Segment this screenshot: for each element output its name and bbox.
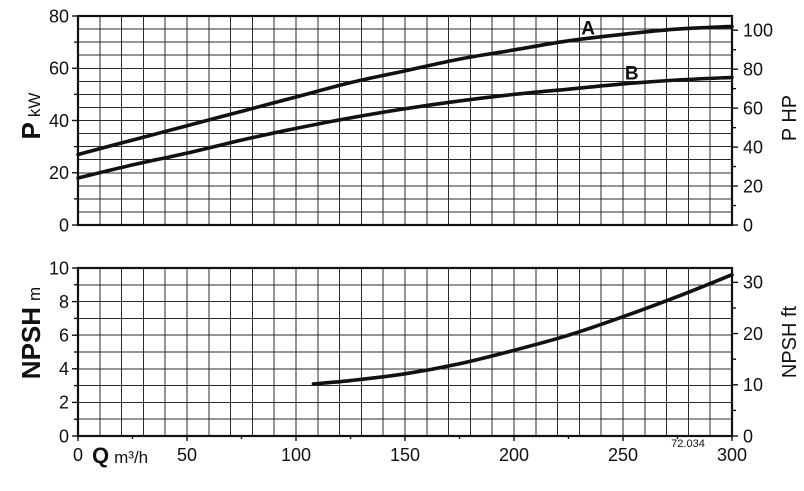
y-axis-tick-label: 60 (49, 59, 69, 79)
npsh-axis-symbol: NPSH (16, 307, 46, 379)
y2-axis-tick-label: 100 (743, 21, 773, 41)
npsh-y2-axis-title: NPSH ft (779, 305, 801, 378)
y2-axis-tick-label: 20 (743, 324, 763, 344)
npsh-y-axis-title: NPSH m (16, 287, 46, 379)
power-y2-axis-title: P HP (779, 95, 801, 141)
flow-axis-unit: m³/h (114, 448, 148, 467)
power-plot: 0 20 40 60 80 0 20 40 60 80 100 A B (49, 6, 773, 235)
npsh-curve (311, 272, 734, 386)
y-axis-tick-label: 40 (49, 111, 69, 131)
x-axis-tick-label: 200 (499, 445, 529, 465)
x-axis-tick-label: 150 (390, 445, 420, 465)
figure-reference: 72.034 (671, 438, 705, 450)
npsh-grid (78, 268, 732, 436)
y-axis-tick-label: 10 (49, 258, 69, 278)
x-axis-tick-label: 0 (73, 445, 83, 465)
series-label-a: A (581, 18, 595, 39)
x-axis-tick-label: 100 (281, 445, 311, 465)
y2-axis-tick-label: 30 (743, 273, 763, 293)
y2-axis-tick-label: 0 (743, 215, 753, 235)
y2-axis-tick-label: 80 (743, 59, 763, 79)
y2-axis-tick-label: 10 (743, 375, 763, 395)
y-axis-tick-label: 8 (59, 292, 69, 312)
y2-axis-tick-label: 20 (743, 176, 763, 196)
y-axis-tick-label: 0 (59, 215, 69, 235)
y-axis-tick-label: 6 (59, 326, 69, 346)
y-axis-tick-label: 80 (49, 6, 69, 26)
x-axis-tick-label: 250 (608, 445, 638, 465)
series-line-a (76, 24, 734, 157)
power-axis-unit: kW (25, 93, 44, 118)
x-axis-tick-label: 300 (717, 445, 747, 465)
y-axis-tick-label: 20 (49, 163, 69, 183)
y2-axis-tick-label: 60 (743, 98, 763, 118)
power-axis-symbol: P (16, 122, 46, 139)
y-axis-tick-label: 4 (59, 359, 69, 379)
power-y-axis-title: PkW (16, 93, 46, 140)
npsh-axis-unit: m (25, 287, 44, 301)
series-label-b: B (625, 63, 639, 84)
y2-axis-tick-label: 40 (743, 137, 763, 157)
y-axis-tick-label: 2 (59, 393, 69, 413)
series-line-b (76, 75, 734, 180)
x-axis-tick-label: 50 (177, 445, 197, 465)
flow-axis-symbol: Q (92, 443, 109, 468)
y2-axis-tick-label: 0 (743, 426, 753, 446)
y-axis-tick-label: 0 (59, 426, 69, 446)
power-grid (78, 16, 732, 225)
